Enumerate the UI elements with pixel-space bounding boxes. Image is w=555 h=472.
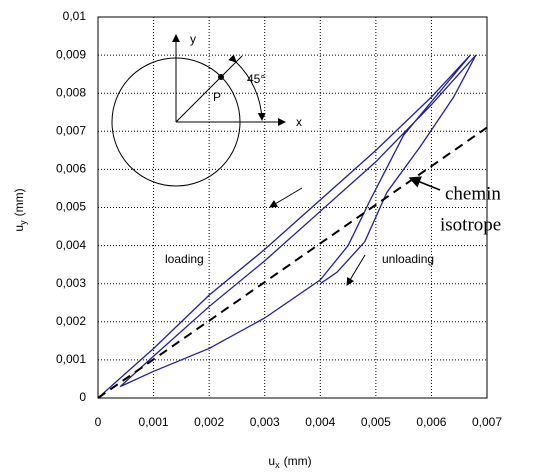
y-tick-label: 0,001 bbox=[56, 352, 86, 366]
x-axis-title: ux (mm) bbox=[268, 454, 311, 470]
x-tick-label: 0,003 bbox=[250, 415, 280, 429]
inset-x-label: x bbox=[296, 115, 302, 129]
loading-arrow bbox=[269, 187, 303, 208]
axis-label-sub: x bbox=[275, 460, 280, 470]
y-tick-label: 0 bbox=[79, 390, 86, 404]
x-tick-label: 0,004 bbox=[305, 415, 335, 429]
y-tick-label: 0,006 bbox=[56, 162, 86, 176]
inset-p-label: P bbox=[213, 90, 221, 104]
loading-label: loading bbox=[165, 252, 204, 266]
y-tick-label: 0,008 bbox=[56, 85, 86, 99]
unloading-label: unloading bbox=[382, 252, 434, 266]
x-tick-label: 0,001 bbox=[139, 415, 169, 429]
inset-diagram bbox=[111, 34, 286, 187]
y-tick-label: 0,007 bbox=[56, 123, 86, 137]
x-tick-label: 0,007 bbox=[472, 415, 502, 429]
axis-label-base: u bbox=[12, 225, 26, 232]
axis-label-unit: (mm) bbox=[12, 188, 26, 216]
inset-angle-arc bbox=[228, 54, 266, 121]
y-axis-title: uy (mm) bbox=[12, 188, 28, 231]
axis-label-unit: (mm) bbox=[284, 454, 312, 468]
axis-label-sub: y bbox=[18, 220, 28, 225]
inset-y-label: y bbox=[190, 32, 196, 46]
inset-point bbox=[218, 74, 224, 80]
y-tick-label: 0,002 bbox=[56, 314, 86, 328]
unloading-arrow bbox=[346, 254, 366, 286]
isotrope-arrow bbox=[408, 176, 441, 191]
plot-frame bbox=[97, 16, 488, 399]
y-tick-label: 0,003 bbox=[56, 276, 86, 290]
x-tick-label: 0 bbox=[95, 415, 102, 429]
y-tick-label: 0,01 bbox=[63, 9, 87, 23]
chemin-label: chemin bbox=[445, 183, 501, 204]
y-tick-label: 0,009 bbox=[56, 47, 86, 61]
axis-label-base: u bbox=[268, 454, 275, 468]
x-tick-label: 0,002 bbox=[194, 415, 224, 429]
x-tick-label: 0,005 bbox=[361, 415, 391, 429]
inset-angle-label: 45° bbox=[247, 72, 265, 86]
y-tick-label: 0,005 bbox=[56, 200, 86, 214]
hysteresis-curve bbox=[97, 54, 477, 399]
isotrope-label: isotrope bbox=[440, 214, 501, 235]
x-tick-label: 0,006 bbox=[416, 415, 446, 429]
y-tick-label: 0,004 bbox=[56, 238, 86, 252]
isotropic-path bbox=[97, 126, 488, 399]
